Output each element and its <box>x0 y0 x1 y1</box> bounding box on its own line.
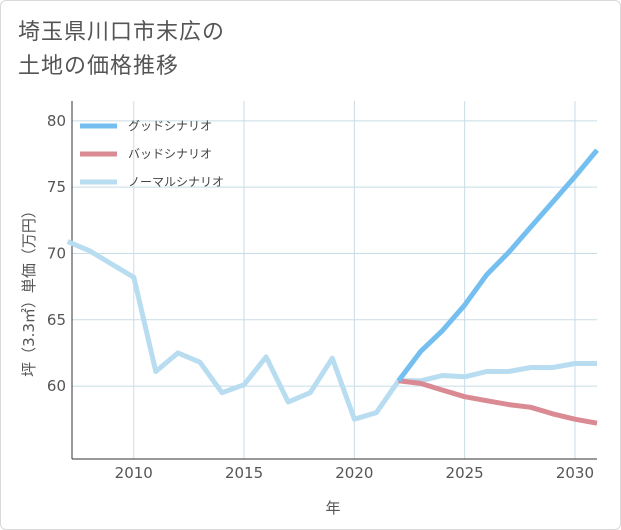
x-axis-title: 年 <box>325 499 340 517</box>
legend-label-good: グッドシナリオ <box>128 119 212 133</box>
chart-title: 埼玉県川口市末広の 土地の価格推移 <box>18 16 225 84</box>
series-line-good <box>396 148 599 383</box>
y-tick-label-75: 75 <box>47 178 66 196</box>
series-lines <box>66 148 599 426</box>
x-tick-label-2030: 2030 <box>556 464 594 482</box>
y-axis-title: 坪（3.3㎡）単価（万円） <box>20 203 38 377</box>
x-tick-label-2015: 2015 <box>225 464 263 482</box>
chart-title-line-2: 土地の価格推移 <box>18 54 180 79</box>
series-line-normal <box>66 239 597 422</box>
tick-labels: 2010 2015 2020 2025 2030 60 65 70 75 80 <box>47 112 594 482</box>
y-tick-label-60: 60 <box>47 377 66 395</box>
y-tick-label-70: 70 <box>47 244 66 262</box>
legend-label-bad: バッドシナリオ <box>128 147 212 161</box>
legend-label-normal: ノーマルシナリオ <box>128 175 224 189</box>
axes <box>71 101 597 460</box>
x-tick-label-2025: 2025 <box>446 464 484 482</box>
series-line-bad <box>398 378 598 426</box>
y-tick-label-65: 65 <box>47 311 66 329</box>
x-tick-label-2010: 2010 <box>115 464 153 482</box>
chart-title-line-1: 埼玉県川口市末広の <box>18 20 226 45</box>
y-tick-label-80: 80 <box>47 112 66 130</box>
x-tick-label-2020: 2020 <box>335 464 373 482</box>
